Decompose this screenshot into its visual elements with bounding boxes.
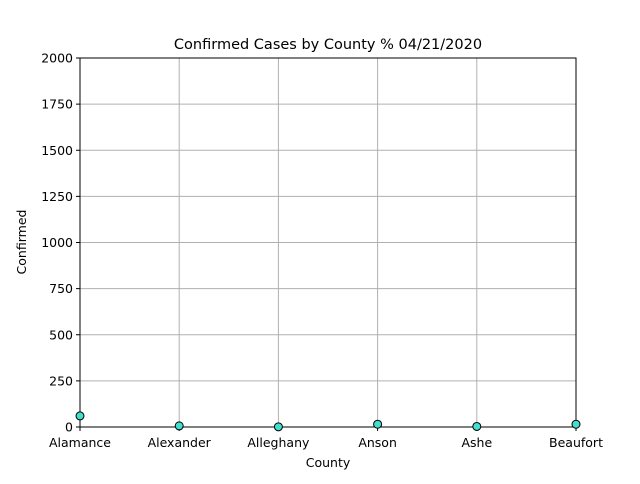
x-tick-label: Beaufort [549, 435, 603, 450]
data-point [571, 419, 581, 429]
y-tick-label: 2000 [41, 51, 73, 66]
point-layer [75, 411, 581, 432]
y-axis-label: Confirmed [14, 210, 29, 275]
data-point [75, 411, 85, 421]
data-point [174, 421, 184, 431]
tick-layer: 0 250 500 750 1000 1250 1500 1750 2000 Alamance Al… [41, 51, 603, 451]
y-tick-label: 1250 [41, 189, 73, 204]
data-point [472, 421, 482, 431]
x-tick-label: Alexander [148, 435, 212, 450]
x-tick-label: Alamance [49, 435, 111, 450]
grid-layer [79, 57, 577, 428]
data-point [273, 422, 283, 432]
x-tick-label: Anson [358, 435, 397, 450]
x-tick-label: Alleghany [247, 435, 310, 450]
x-tick-label: Ashe [461, 435, 492, 450]
x-axis-label: County [306, 455, 351, 470]
y-tick-label: 0 [65, 420, 73, 435]
chart-title: Confirmed Cases by County % 04/21/2020 [174, 37, 482, 53]
y-tick-label: 1500 [41, 143, 73, 158]
y-tick-label: 250 [49, 373, 73, 388]
y-tick-label: 750 [49, 281, 73, 296]
data-point [373, 419, 383, 429]
y-tick-label: 1000 [41, 235, 73, 250]
y-tick-label: 500 [49, 327, 73, 342]
y-tick-label: 1750 [41, 97, 73, 112]
